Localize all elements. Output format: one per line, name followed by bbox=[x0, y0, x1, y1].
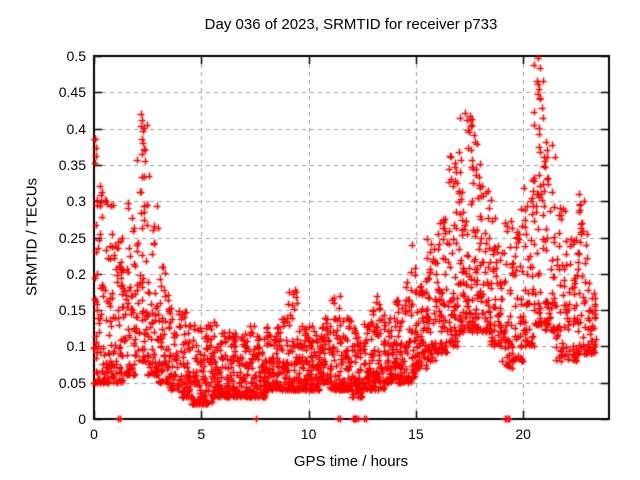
chart-title: Day 036 of 2023, SRMTID for receiver p73… bbox=[204, 16, 498, 33]
y-tick-label: 0.45 bbox=[58, 84, 86, 101]
y-tick-label: 0.5 bbox=[66, 48, 86, 64]
x-tick-label: 0 bbox=[90, 426, 98, 442]
x-tick-label: 10 bbox=[300, 426, 317, 442]
y-tick-label: 0 bbox=[78, 411, 86, 427]
y-tick-label: 0.15 bbox=[58, 302, 86, 319]
x-tick-label: 5 bbox=[197, 426, 206, 442]
y-tick-label: 0.2 bbox=[66, 265, 86, 282]
y-tick-label: 0.1 bbox=[66, 338, 86, 355]
y-tick-label: 0.25 bbox=[58, 229, 86, 246]
x-axis-label: GPS time / hours bbox=[293, 453, 409, 470]
y-tick-label: 0.05 bbox=[58, 374, 86, 391]
y-tick-label: 0.35 bbox=[58, 156, 86, 173]
y-tick-label: 0.3 bbox=[66, 193, 86, 210]
x-tick-label: 15 bbox=[408, 426, 424, 442]
y-tick-label: 0.4 bbox=[66, 120, 86, 137]
x-tick-label: 20 bbox=[515, 426, 531, 442]
